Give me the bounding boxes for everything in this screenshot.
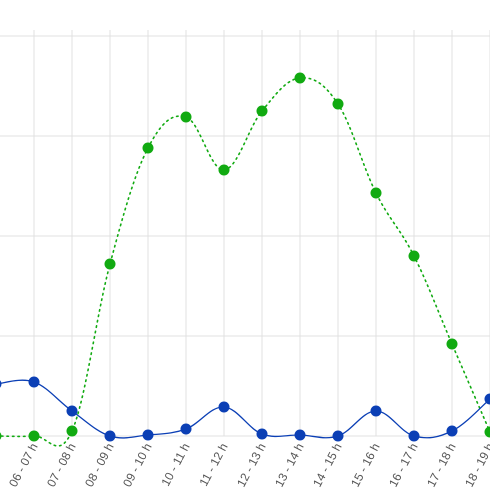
series-1-point[interactable] <box>28 430 40 442</box>
x-tick-label: 09 - 10 h <box>120 441 155 489</box>
series-1-point[interactable] <box>142 142 154 154</box>
x-tick-label: 07 - 08 h <box>44 441 79 489</box>
x-tick-label: 17 - 18 h <box>424 441 459 489</box>
series-0-point[interactable] <box>484 393 490 405</box>
series-0-point[interactable] <box>104 430 116 442</box>
series-1-point[interactable] <box>180 111 192 123</box>
series-1-point[interactable] <box>218 164 230 176</box>
series-0-point[interactable] <box>180 423 192 435</box>
series-0-point[interactable] <box>0 379 2 390</box>
series-0-point[interactable] <box>66 405 78 417</box>
series-1-point[interactable] <box>256 105 268 117</box>
series-0-point[interactable] <box>218 401 230 413</box>
x-tick-label: 18 - 19 h <box>462 441 490 489</box>
series-0-point[interactable] <box>142 429 154 441</box>
series-1-point[interactable] <box>66 425 78 437</box>
series-0-point[interactable] <box>408 430 420 442</box>
series-0-point[interactable] <box>370 405 382 417</box>
x-tick-label: 15 - 16 h <box>348 441 383 489</box>
series-0-point[interactable] <box>332 430 344 442</box>
x-tick-label: 06 - 07 h <box>6 441 41 489</box>
series-points <box>0 72 490 442</box>
series-1-point[interactable] <box>294 72 306 84</box>
series-1-point[interactable] <box>332 98 344 110</box>
x-tick-label: 13 - 14 h <box>272 441 307 489</box>
series-1-line <box>0 77 490 447</box>
series-0-point[interactable] <box>294 429 306 441</box>
horizontal-grid <box>0 35 490 437</box>
series-1-point[interactable] <box>370 187 382 199</box>
series-1-point[interactable] <box>104 258 116 270</box>
series-1-point[interactable] <box>0 431 2 442</box>
series-1-point[interactable] <box>446 338 458 350</box>
series-1-point[interactable] <box>408 250 420 262</box>
x-axis-tick-labels: 06 - 07 h 07 - 08 h 08 - 09 h 09 - 10 h 10 -… <box>6 441 490 489</box>
x-tick-label: 14 - 15 h <box>310 441 345 489</box>
x-tick-label: 10 - 11 h <box>158 441 192 489</box>
series-0-point[interactable] <box>446 425 458 437</box>
x-tick-label: 11 - 12 h <box>196 441 230 489</box>
series-0-point[interactable] <box>256 428 268 440</box>
x-tick-label: 08 - 09 h <box>82 441 117 489</box>
series-lines <box>0 77 490 447</box>
x-tick-label: 12 - 13 h <box>234 441 269 489</box>
series-0-point[interactable] <box>28 376 40 388</box>
series-1-point[interactable] <box>484 426 490 438</box>
vertical-grid <box>33 30 490 436</box>
x-tick-label: 16 - 17 h <box>386 441 421 489</box>
